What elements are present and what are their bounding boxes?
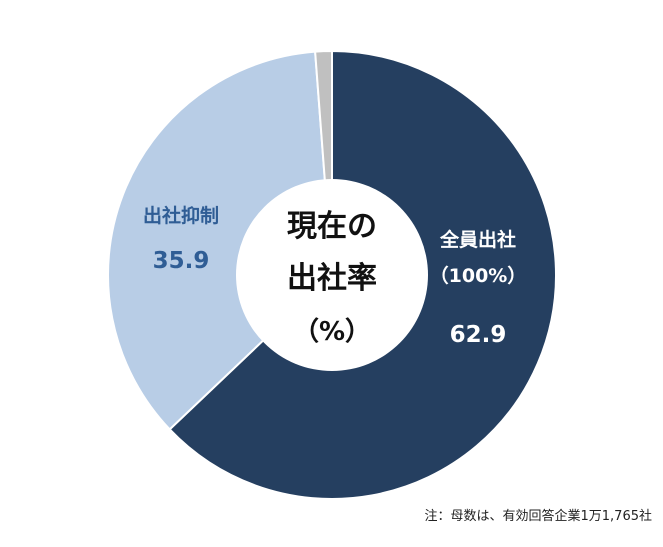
- center-label-line-1: 現在の: [287, 209, 377, 244]
- slice-label-restricted-attendance: 出社抑制: [143, 204, 219, 227]
- slice-label-full-attendance: 全員出社: [439, 228, 516, 251]
- center-label-line-2: 出社率: [287, 261, 377, 296]
- slice-restricted-attendance: [107, 50, 334, 431]
- footnote: 注：母数は、有効回答企業1万1,765社: [425, 508, 653, 524]
- slice-value-restricted-attendance: 35.9: [153, 248, 210, 274]
- slice-sublabel-full-attendance: （100%）: [430, 264, 527, 287]
- slice-value-full-attendance: 62.9: [450, 322, 507, 348]
- donut-hole: [236, 179, 428, 371]
- center-label-line-3: （%）: [293, 317, 371, 347]
